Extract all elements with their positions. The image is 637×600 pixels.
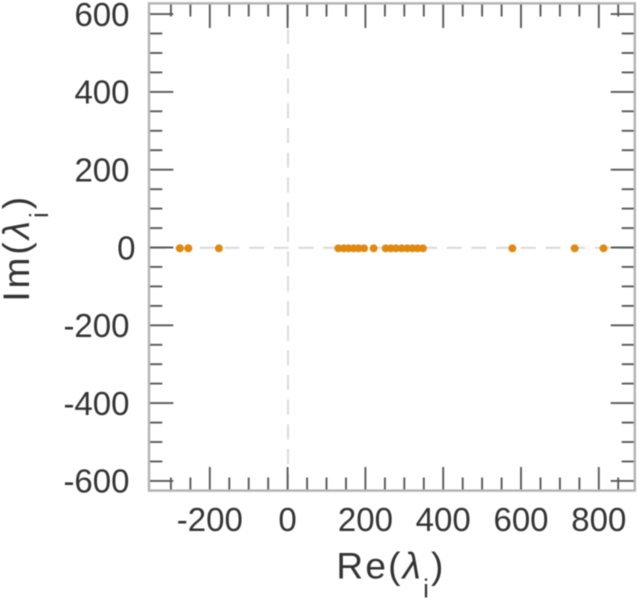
svg-text:0: 0 [117, 229, 135, 266]
svg-text:-600: -600 [63, 463, 129, 500]
svg-text:400: 400 [74, 74, 129, 111]
svg-text:200: 200 [338, 501, 393, 538]
svg-text:-400: -400 [63, 385, 129, 422]
svg-text:0: 0 [278, 501, 296, 538]
svg-text:-200: -200 [63, 307, 129, 344]
svg-text:400: 400 [416, 501, 471, 538]
svg-text:600: 600 [493, 501, 548, 538]
svg-text:800: 800 [571, 501, 626, 538]
svg-text:200: 200 [74, 152, 129, 189]
svg-text:-200: -200 [177, 501, 243, 538]
svg-text:600: 600 [74, 0, 129, 33]
